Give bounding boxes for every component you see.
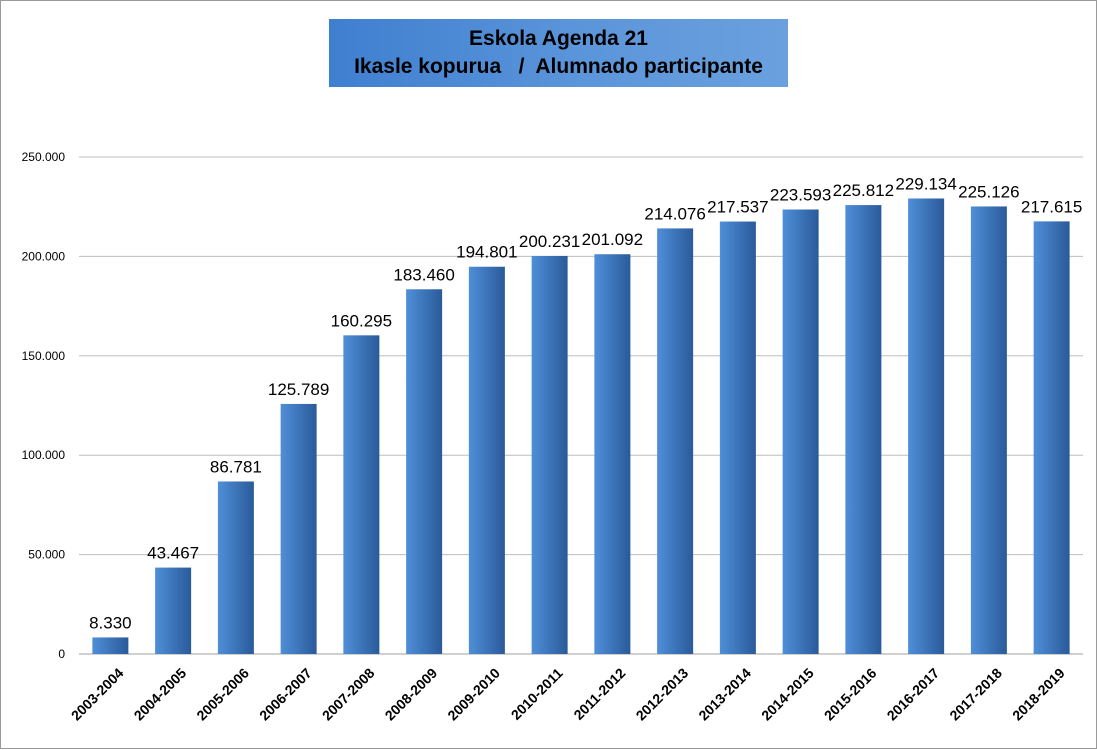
x-tick-label: 2017-2018 <box>946 665 1005 724</box>
y-axis-ticks: 0 50.000 100.000 150.000 200.000 250.000 <box>22 150 66 661</box>
bar <box>280 403 317 654</box>
y-tick-label: 0 <box>58 647 65 661</box>
bar <box>531 255 568 654</box>
y-tick-label: 50.000 <box>28 548 65 562</box>
data-label: 217.615 <box>1021 197 1082 216</box>
x-tick-label: 2009-2010 <box>444 665 503 724</box>
x-tick-label: 2012-2013 <box>633 665 692 724</box>
x-tick-label: 2018-2019 <box>1009 665 1068 724</box>
bar <box>468 266 505 654</box>
x-tick-label: 2010-2011 <box>508 665 566 723</box>
bar <box>845 205 882 654</box>
bars <box>92 198 1070 654</box>
data-label: 8.330 <box>89 613 132 632</box>
data-label: 43.467 <box>147 544 199 563</box>
bar <box>657 228 694 654</box>
bar <box>970 206 1007 654</box>
bar <box>594 254 631 654</box>
x-tick-label: 2013-2014 <box>695 665 754 724</box>
data-label: 214.076 <box>644 204 705 223</box>
chart-title: Eskola Agenda 21 Ikasle kopurua / Alumna… <box>329 19 788 87</box>
bar <box>406 289 443 654</box>
data-label: 225.812 <box>833 181 894 200</box>
x-tick-label: 2006-2007 <box>256 665 315 724</box>
bar <box>217 481 254 654</box>
bar <box>908 198 945 654</box>
bar <box>92 637 129 654</box>
data-label: 194.801 <box>456 243 517 262</box>
data-label: 229.134 <box>895 174 956 193</box>
x-tick-label: 2011-2012 <box>570 665 628 723</box>
y-tick-label: 250.000 <box>22 150 66 164</box>
x-axis-ticks: 2003-2004 2004-2005 2005-2006 2006-2007 2007… <box>68 665 1068 724</box>
x-tick-label: 2008-2009 <box>382 665 441 724</box>
x-tick-label: 2014-2015 <box>758 665 817 724</box>
y-tick-label: 200.000 <box>22 249 66 263</box>
x-tick-label: 2015-2016 <box>821 665 880 724</box>
data-label: 160.295 <box>331 311 392 330</box>
data-labels: 8.330 43.467 86.781 125.789 160.295 183.46019… <box>89 174 1082 632</box>
bar <box>719 221 756 654</box>
bar <box>782 209 819 654</box>
x-tick-label: 2004-2005 <box>131 665 190 724</box>
bar <box>343 335 380 654</box>
data-label: 183.460 <box>393 265 454 284</box>
data-label: 125.789 <box>268 380 329 399</box>
data-label: 225.126 <box>958 182 1019 201</box>
bar <box>155 567 192 654</box>
x-tick-label: 2003-2004 <box>68 665 127 724</box>
y-tick-label: 100.000 <box>22 448 66 462</box>
bar <box>1033 221 1070 654</box>
data-label: 201.092 <box>582 230 643 249</box>
data-label: 86.781 <box>210 457 262 476</box>
chart-title-line2: Ikasle kopurua / Alumnado participante <box>354 55 763 78</box>
chart-title-line1: Eskola Agenda 21 <box>469 27 648 50</box>
y-tick-label: 150.000 <box>22 349 66 363</box>
data-label: 217.537 <box>707 198 768 217</box>
x-tick-label: 2016-2017 <box>884 665 943 724</box>
data-label: 223.593 <box>770 185 831 204</box>
data-label: 200.231 <box>519 232 580 251</box>
x-tick-label: 2007-2008 <box>319 665 378 724</box>
x-tick-label: 2005-2006 <box>193 665 252 724</box>
